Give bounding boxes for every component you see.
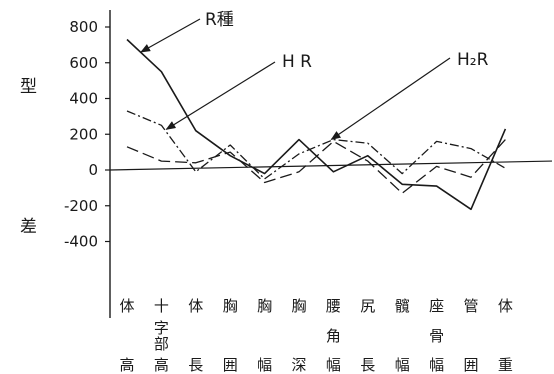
category-label: 幅 [326, 356, 341, 374]
category-label: 体 [188, 297, 203, 315]
category-label: 腰 [326, 297, 341, 315]
y-tick-label: 600 [69, 54, 98, 72]
category-label: 長 [360, 356, 375, 374]
category-label: 部 [154, 335, 169, 353]
y-tick-label: 800 [69, 18, 98, 36]
annotation-label: R種 [205, 10, 234, 30]
series-line-0 [126, 38, 507, 211]
category-label: 胸 [257, 297, 272, 315]
category-label: 幅 [257, 356, 272, 374]
series-layer [126, 38, 507, 211]
series-line-2 [126, 139, 506, 194]
annotation-arrow [165, 61, 276, 130]
category-label: 髖 [395, 297, 410, 315]
y-tick-label: 0 [88, 161, 98, 179]
axes: 800 600 400 200 0 -200 -400 [64, 10, 553, 318]
y-tick-label: 400 [69, 90, 98, 108]
reference-line [109, 160, 553, 171]
category-label: 高 [154, 356, 169, 374]
annotation-label: H₂R [457, 50, 489, 70]
annotation-arrow [140, 18, 201, 53]
ylabel-top: 型 [20, 77, 37, 97]
category-label: 体 [119, 297, 134, 315]
category-label: 幅 [429, 356, 444, 374]
category-label: 囲 [463, 356, 478, 374]
category-label: 体 [498, 297, 513, 315]
annotation-arrow [330, 57, 451, 140]
category-label: 字 [154, 319, 169, 337]
category-label: 胸 [291, 297, 306, 315]
series-line-1 [126, 110, 506, 180]
ylabel-bottom: 差 [20, 217, 37, 237]
category-label: 十 [154, 297, 169, 315]
category-label: 幅 [395, 356, 410, 374]
y-tick-label: -200 [64, 197, 98, 215]
y-tick-label: -400 [64, 233, 98, 251]
category-label: 深 [291, 356, 306, 374]
y-tick-label: 200 [69, 125, 98, 143]
category-label: 尻 [360, 297, 375, 315]
category-label: 長 [188, 356, 203, 374]
annotations: R種 H R H₂R [140, 10, 489, 140]
category-label: 角 [326, 327, 341, 345]
category-label: 高 [119, 356, 134, 374]
category-label: 骨 [429, 327, 444, 345]
category-label: 座 [429, 297, 444, 315]
category-label: 重 [498, 356, 513, 374]
category-label: 胸 [223, 297, 238, 315]
annotation-label: H R [282, 52, 312, 72]
category-label: 囲 [223, 356, 238, 374]
category-label: 管 [463, 297, 478, 315]
